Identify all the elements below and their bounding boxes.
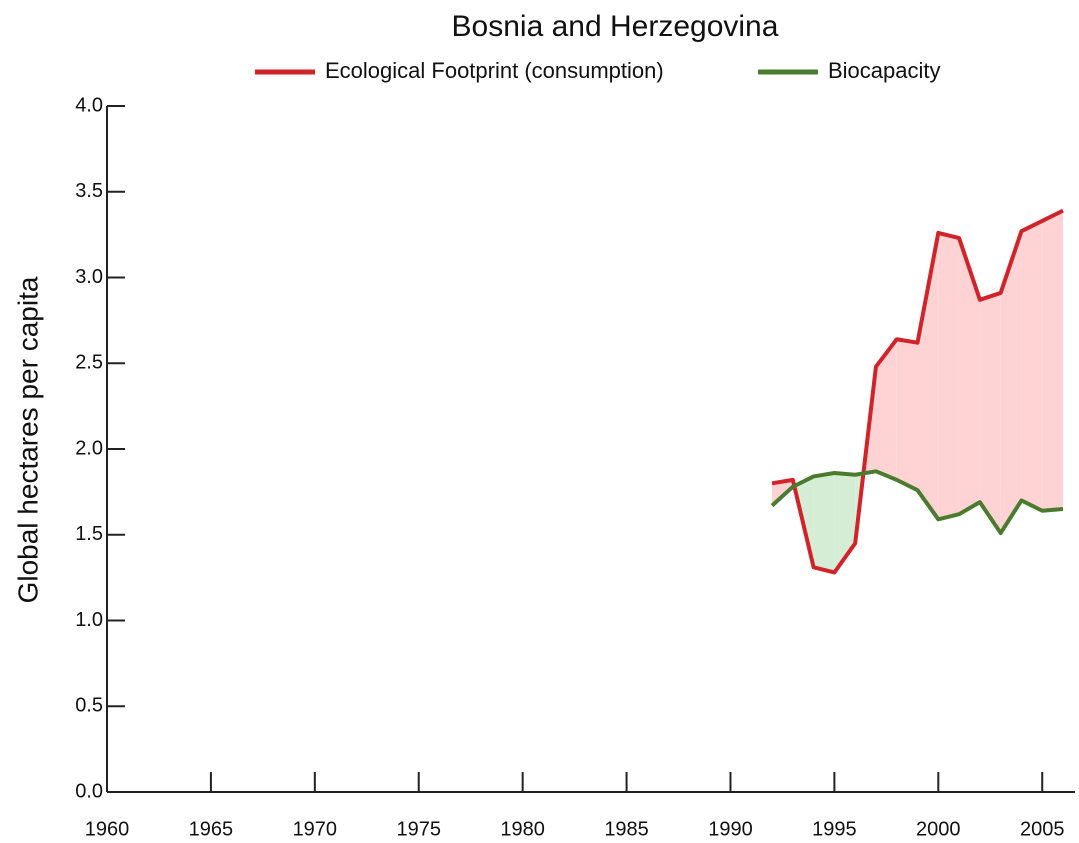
series-line — [770, 469, 1064, 536]
series-line — [771, 208, 1064, 575]
y-tick-label: 1.0 — [75, 609, 103, 631]
x-tick-label: 2005 — [1020, 818, 1065, 840]
x-tick-label: 2000 — [916, 818, 961, 840]
y-tick-label: 2.5 — [75, 352, 103, 374]
y-axis-label: Global hectares per capita — [12, 276, 43, 603]
gap-area — [1021, 220, 1043, 511]
gap-area — [917, 232, 939, 520]
y-tick-label: 0.5 — [75, 695, 103, 717]
x-tick-label: 1970 — [293, 818, 338, 840]
gap-area — [896, 339, 918, 491]
chart-title: Bosnia and Herzegovina — [452, 10, 779, 43]
x-tick-label: 1975 — [396, 818, 441, 840]
x-tick-label: 1980 — [500, 818, 545, 840]
y-tick-label: 2.0 — [75, 437, 103, 459]
x-tick-label: 1960 — [85, 818, 130, 840]
x-tick-label: 1965 — [189, 818, 234, 840]
x-tick-label: 1985 — [604, 818, 649, 840]
gap-area — [938, 232, 960, 520]
y-tick-label: 0.0 — [75, 780, 103, 802]
gap-area — [813, 473, 835, 573]
gap-area — [979, 292, 1001, 534]
y-tick-label: 1.5 — [75, 523, 103, 545]
y-tick-label: 3.0 — [75, 266, 103, 288]
y-tick-label: 3.5 — [75, 180, 103, 202]
y-tick-label: 4.0 — [75, 94, 103, 116]
legend-label: Biocapacity — [828, 58, 941, 83]
gap-area — [959, 238, 980, 515]
gap-area — [875, 339, 897, 480]
x-tick-label: 1995 — [812, 818, 857, 840]
legend-label: Ecological Footprint (consumption) — [325, 58, 664, 83]
gap-area — [1042, 210, 1063, 511]
gap-area — [1000, 231, 1022, 534]
x-tick-label: 1990 — [708, 818, 753, 840]
